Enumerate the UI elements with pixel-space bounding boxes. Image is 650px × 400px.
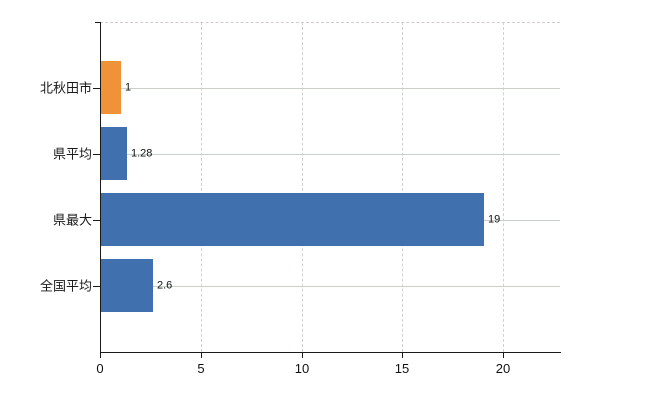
gridline-vertical	[302, 22, 303, 352]
x-tick-label: 10	[294, 361, 310, 376]
category-label: 県最大	[52, 212, 92, 228]
bar	[101, 259, 153, 312]
x-tick-label: 5	[197, 361, 205, 376]
category-label: 北秋田市	[39, 80, 92, 96]
x-tick-label: 0	[96, 361, 104, 376]
x-tick	[503, 352, 504, 358]
bar-value-label: 2.6	[157, 279, 173, 292]
gridline-horizontal	[100, 88, 560, 89]
y-tick	[93, 154, 100, 155]
x-tick-label: 20	[495, 361, 511, 376]
y-axis	[100, 22, 101, 358]
bar	[101, 61, 121, 114]
bar-value-label: 19	[488, 213, 501, 226]
y-tick	[93, 286, 100, 287]
gridline-vertical	[503, 22, 504, 352]
x-axis	[100, 352, 561, 353]
bar	[101, 127, 127, 180]
bar-value-label: 1.28	[131, 147, 153, 160]
gridline-vertical	[201, 22, 202, 352]
x-tick	[201, 352, 202, 358]
bar-value-label: 1	[125, 81, 132, 94]
gridline-horizontal	[100, 154, 560, 155]
y-axis-cap-tick	[95, 22, 101, 23]
x-tick	[402, 352, 403, 358]
y-tick	[93, 88, 100, 89]
y-tick	[93, 220, 100, 221]
category-label: 全国平均	[39, 278, 92, 294]
gridline-vertical	[402, 22, 403, 352]
plot-top-border	[100, 22, 560, 23]
gridline-horizontal	[100, 286, 560, 287]
x-tick-label: 15	[394, 361, 410, 376]
bar	[101, 193, 484, 246]
category-label: 県平均	[52, 146, 92, 162]
x-tick	[100, 352, 101, 358]
x-tick	[302, 352, 303, 358]
